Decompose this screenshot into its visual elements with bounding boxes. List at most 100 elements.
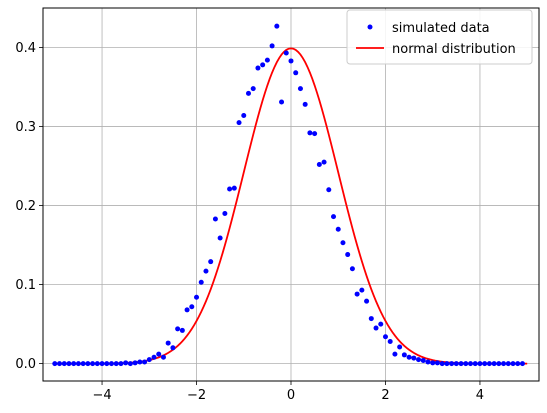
data-point [359,287,365,293]
data-point [434,360,440,366]
legend-marker-simulated-data [367,24,373,30]
data-point [425,359,431,365]
data-point [52,361,58,367]
data-point [71,361,77,367]
data-point [66,361,72,367]
data-point [486,361,492,367]
data-point [302,101,308,107]
simulated-data-series [52,23,525,367]
data-point [255,65,261,71]
data-point [269,43,275,49]
data-point [444,361,450,367]
y-tick-label: 0.1 [15,278,36,293]
data-point [496,361,502,367]
data-point [288,58,294,64]
data-point [316,161,322,167]
data-point [392,351,398,357]
data-point [283,50,289,56]
data-point [468,361,473,367]
data-point [208,259,214,265]
data-point [170,345,176,351]
x-tick-label: −2 [187,388,206,403]
data-point [99,361,105,367]
data-point [439,361,445,367]
data-point [165,340,171,346]
data-point [453,361,459,367]
data-point [245,90,251,96]
data-point [411,355,417,361]
data-point [482,361,488,367]
data-point [397,344,403,350]
x-tick-label: 0 [287,388,295,403]
data-point [321,159,327,165]
data-point [160,354,166,360]
data-point [184,307,190,313]
data-point [406,354,412,360]
data-point [94,361,100,367]
data-point [118,361,124,367]
legend-box [346,9,533,65]
legend-label-simulated-data: simulated data [392,21,490,36]
data-point [241,112,247,118]
data-point [260,62,266,68]
data-point [458,361,464,367]
y-axis: 0.0 0.1 0.2 0.3 0.4 [15,41,43,372]
data-point [420,357,426,363]
data-point [349,266,355,272]
data-point [156,351,162,357]
data-point [236,120,242,126]
data-point [378,321,384,327]
data-point [279,99,285,105]
data-point [80,361,86,367]
x-tick-label: 4 [476,388,484,403]
data-point [231,185,237,191]
data-point [109,361,114,367]
data-point [463,361,469,367]
data-point [331,214,337,220]
data-point [501,361,507,367]
data-point [416,357,422,363]
data-point [340,240,346,246]
y-tick-label: 0.0 [15,357,36,372]
data-point [222,210,228,216]
data-point [90,361,96,367]
data-point [401,352,407,358]
data-point [61,361,67,367]
data-point [203,268,209,274]
data-point [510,361,516,367]
data-point [430,360,436,366]
data-point [217,235,223,241]
data-point [326,187,332,193]
data-point [194,294,200,300]
data-point [345,252,351,258]
data-point [297,86,303,92]
data-point [274,23,280,29]
data-point [104,361,110,367]
data-point [175,326,181,332]
data-point [198,279,204,285]
data-point [312,131,318,137]
data-point [519,361,525,367]
data-point [505,361,511,367]
y-tick-label: 0.2 [15,199,36,214]
x-axis: −4 −2 0 2 4 [92,381,484,403]
data-point [123,360,129,366]
data-point [364,298,370,304]
data-point [137,359,143,365]
legend: simulated data normal distribution [346,9,533,65]
data-point [307,130,313,136]
data-point [151,354,157,360]
x-tick-label: −4 [92,388,111,403]
data-point [515,361,521,367]
x-tick-label: 2 [381,388,389,403]
data-point [250,86,256,92]
data-point [472,361,478,367]
data-point [368,316,374,322]
data-point [189,304,195,310]
data-point [113,361,119,367]
data-point [293,70,299,76]
data-point [382,334,388,340]
data-point [212,216,218,222]
data-point [373,325,379,331]
data-point [387,338,393,344]
